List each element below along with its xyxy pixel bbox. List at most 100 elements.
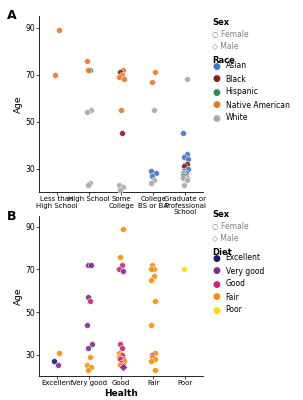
Point: [120, 72, 125, 78]
X-axis label: Health: Health: [104, 389, 138, 398]
Point: [150, 78, 155, 85]
Point: [148, 168, 153, 174]
Point: [85, 182, 90, 188]
Text: ●: ●: [212, 74, 220, 84]
Point: [181, 168, 186, 174]
Point: [89, 341, 94, 347]
Point: [120, 356, 125, 362]
Point: [184, 172, 188, 179]
Point: [117, 349, 122, 356]
Point: [119, 262, 124, 268]
Text: Black: Black: [226, 74, 246, 84]
Point: [121, 358, 126, 364]
Text: Very good: Very good: [226, 266, 264, 276]
Point: [121, 76, 126, 82]
Point: [85, 322, 90, 328]
Point: [121, 226, 125, 232]
Text: ●: ●: [212, 306, 220, 314]
Point: [121, 268, 126, 275]
Point: [88, 107, 93, 113]
Point: [85, 294, 90, 300]
Point: [118, 107, 123, 113]
Point: [118, 362, 122, 368]
Text: ●: ●: [212, 292, 220, 302]
Point: [148, 358, 153, 364]
Point: [117, 69, 122, 76]
Text: ●: ●: [212, 266, 220, 276]
Point: [86, 67, 91, 73]
Text: Excellent: Excellent: [226, 254, 261, 262]
Point: [153, 356, 158, 362]
Point: [182, 161, 187, 167]
Point: [120, 184, 125, 190]
Point: [149, 172, 154, 179]
Text: Poor: Poor: [226, 306, 243, 314]
Text: Diet: Diet: [212, 248, 232, 257]
Point: [152, 349, 157, 356]
Point: [184, 175, 189, 181]
Point: [185, 165, 190, 172]
Point: [120, 130, 125, 136]
Point: [88, 67, 93, 73]
Point: [152, 177, 157, 184]
Text: B: B: [7, 210, 16, 222]
Text: ●: ●: [212, 88, 220, 96]
Text: ●: ●: [212, 100, 220, 110]
Text: Race: Race: [212, 56, 235, 65]
Point: [182, 163, 187, 169]
Point: [182, 154, 187, 160]
Text: A: A: [7, 9, 16, 22]
Text: ◇ Male: ◇ Male: [212, 233, 238, 242]
Point: [182, 182, 187, 188]
Point: [57, 27, 62, 33]
Point: [121, 67, 126, 73]
Point: [84, 109, 89, 116]
Point: [152, 298, 157, 304]
Point: [55, 362, 60, 368]
Point: [118, 356, 123, 362]
Point: [118, 253, 122, 260]
Point: [86, 366, 91, 373]
Point: [88, 364, 93, 371]
X-axis label: Education: Education: [96, 218, 147, 227]
Point: [184, 76, 189, 82]
Point: [85, 362, 89, 368]
Point: [185, 151, 189, 158]
Text: ○ Female: ○ Female: [212, 222, 249, 231]
Point: [120, 345, 125, 352]
Point: [185, 161, 190, 167]
Point: [181, 130, 185, 136]
Point: [153, 170, 158, 176]
Text: Asian: Asian: [226, 62, 247, 70]
Point: [185, 177, 189, 184]
Point: [182, 266, 187, 272]
Text: ○ Female: ○ Female: [212, 30, 249, 39]
Text: Good: Good: [226, 280, 246, 288]
Point: [185, 156, 190, 162]
Point: [116, 266, 121, 272]
Point: [152, 366, 157, 373]
Text: ◇ Male: ◇ Male: [212, 41, 238, 50]
Point: [118, 186, 123, 193]
Point: [152, 266, 157, 272]
Text: Native American: Native American: [226, 100, 290, 110]
Text: Hispanic: Hispanic: [226, 88, 258, 96]
Point: [148, 266, 153, 272]
Text: Sex: Sex: [212, 18, 229, 27]
Point: [150, 352, 155, 358]
Point: [117, 182, 122, 188]
Point: [152, 272, 156, 279]
Text: ●: ●: [212, 254, 220, 262]
Y-axis label: Age: Age: [14, 95, 23, 113]
Point: [117, 354, 122, 360]
Text: Fair: Fair: [226, 292, 240, 302]
Point: [118, 360, 123, 366]
Point: [89, 262, 94, 268]
Text: ●: ●: [212, 62, 220, 70]
Point: [88, 354, 93, 360]
Point: [117, 74, 122, 80]
Point: [152, 107, 156, 113]
Point: [88, 298, 92, 304]
Y-axis label: Age: Age: [14, 287, 23, 305]
Point: [149, 180, 154, 186]
